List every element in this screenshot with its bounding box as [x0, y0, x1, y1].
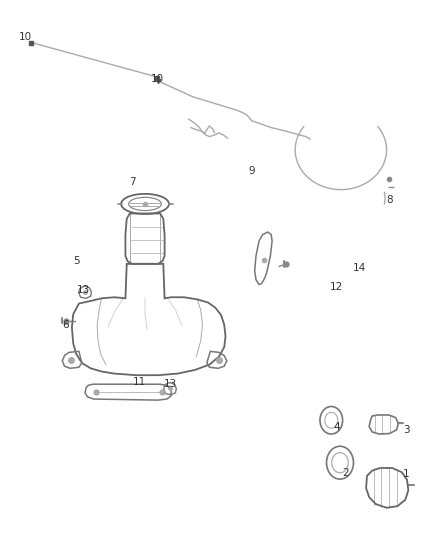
Text: 11: 11	[133, 377, 146, 387]
Text: 9: 9	[248, 166, 255, 176]
Text: 2: 2	[342, 469, 349, 478]
Text: 12: 12	[330, 281, 343, 292]
Text: 5: 5	[73, 256, 80, 266]
Text: 14: 14	[353, 263, 366, 273]
Text: 1: 1	[403, 470, 410, 479]
Text: 7: 7	[129, 176, 135, 187]
Text: 3: 3	[403, 425, 410, 435]
Text: 13: 13	[77, 285, 90, 295]
Text: 8: 8	[386, 195, 393, 205]
Text: 4: 4	[333, 422, 340, 432]
Text: 6: 6	[63, 320, 69, 330]
Text: 13: 13	[164, 379, 177, 389]
Text: 10: 10	[151, 74, 164, 84]
Text: 10: 10	[19, 33, 32, 43]
